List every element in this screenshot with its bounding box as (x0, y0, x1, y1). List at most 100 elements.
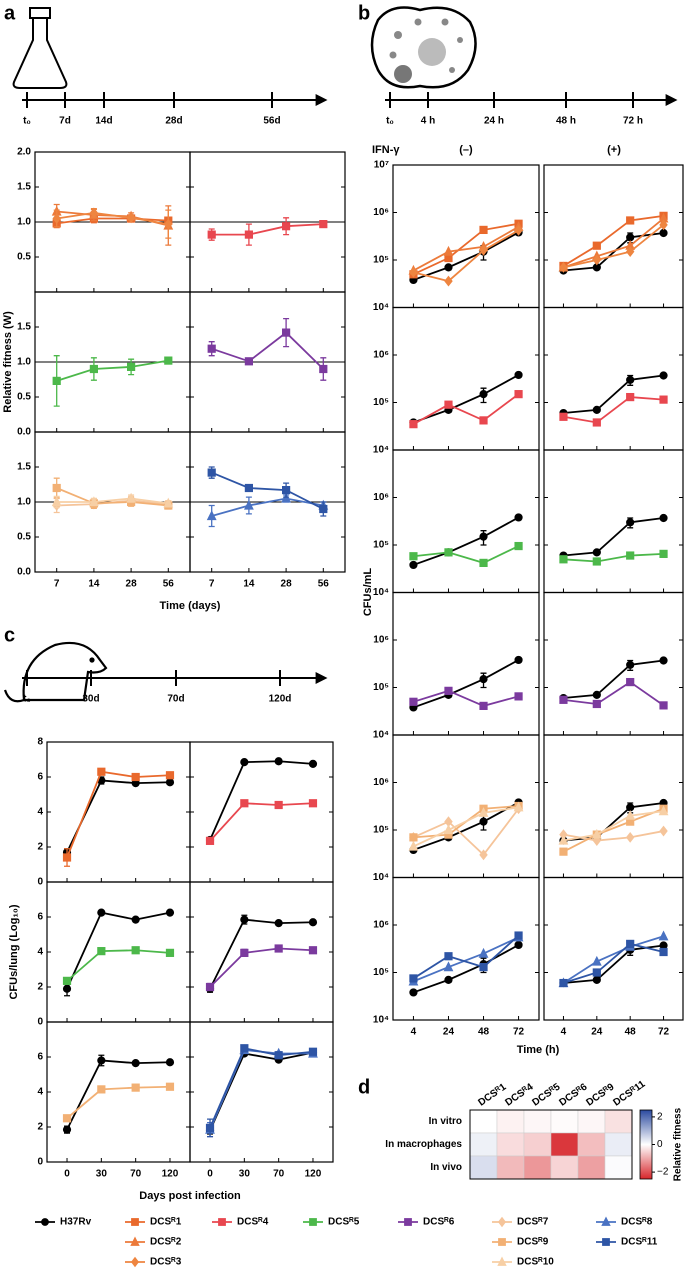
x-tick-label: 30 (96, 1169, 108, 1180)
marker (207, 230, 216, 239)
marker (497, 1216, 507, 1228)
y-tick-label: 0.0 (17, 427, 31, 438)
series-line (413, 222, 519, 276)
x-tick-label: 7 (54, 579, 60, 590)
series-line (562, 214, 664, 267)
timeline-label: 14d (95, 116, 112, 127)
marker (625, 809, 636, 820)
marker (443, 961, 454, 972)
series-line (209, 1047, 314, 1129)
marker (130, 1236, 140, 1246)
marker (131, 915, 140, 924)
y-tick-label: 10⁵ (373, 967, 389, 978)
series-line (211, 471, 324, 510)
marker (479, 849, 488, 861)
series-line (211, 223, 324, 236)
legend-label: DCSᴿ8 (621, 1217, 653, 1228)
y-tick-label: 10⁵ (373, 682, 389, 693)
legend-label: DCSᴿ4 (237, 1217, 269, 1228)
marker (97, 767, 106, 776)
column-label: DCSᴿ5 (530, 1081, 562, 1108)
marker (62, 853, 72, 862)
marker (52, 213, 61, 224)
series-line (563, 942, 664, 984)
marker (409, 266, 418, 278)
marker (626, 551, 635, 560)
marker (131, 946, 140, 955)
marker (514, 224, 523, 236)
marker (131, 1083, 140, 1092)
marker (308, 759, 318, 768)
marker (479, 817, 488, 826)
marker (408, 840, 419, 851)
marker (165, 948, 175, 957)
marker (592, 968, 601, 977)
marker (205, 1123, 215, 1132)
y-axis-label: CFUs/mL (362, 568, 374, 617)
marker (479, 962, 488, 972)
timeline-label: t₀ (386, 116, 394, 127)
timeline-label: 56d (263, 116, 280, 127)
marker (97, 1085, 106, 1094)
marker (659, 219, 668, 231)
heatmap-cell (550, 1109, 579, 1134)
marker (514, 370, 523, 380)
timeline-label: 4 h (421, 116, 435, 127)
panel-label: c (4, 624, 15, 646)
colorbar-tick-label: 2 (657, 1112, 663, 1123)
x-tick-label: 4 (561, 1027, 567, 1038)
marker (274, 944, 283, 953)
marker (479, 416, 488, 425)
marker (126, 492, 137, 503)
timeline-label: 28d (165, 116, 182, 127)
heatmap-cell (550, 1132, 579, 1157)
series-line (66, 949, 171, 982)
marker (626, 518, 635, 527)
marker (559, 695, 568, 704)
series-line (563, 552, 664, 563)
series-line (413, 374, 519, 424)
column-label: DCSᴿ6 (557, 1081, 589, 1108)
y-tick-label: 4 (37, 807, 43, 818)
marker (165, 1082, 175, 1091)
heatmap-cell (496, 1155, 525, 1180)
marker (165, 771, 175, 780)
heatmap-cell (577, 1132, 606, 1157)
heatmap-cell (496, 1109, 525, 1134)
heatmap-frame (469, 1109, 633, 1180)
marker (409, 988, 418, 997)
x-tick-label: 48 (478, 1027, 490, 1038)
marker (131, 772, 140, 782)
marker (274, 919, 283, 928)
timeline-label: 30d (82, 694, 99, 705)
series-line (563, 681, 665, 707)
marker (659, 656, 668, 665)
marker (602, 1238, 610, 1246)
marker (51, 496, 62, 507)
marker (97, 908, 106, 917)
marker (240, 758, 249, 767)
marker (626, 216, 635, 225)
x-tick-label: 72 (513, 1027, 525, 1038)
marker (88, 496, 99, 507)
legend-label: DCSᴿ11 (621, 1237, 658, 1248)
marker (89, 207, 99, 219)
marker (164, 218, 173, 230)
row-label: In macrophages (385, 1139, 462, 1150)
column-label: DCSᴿ9 (584, 1081, 616, 1108)
legend-label: DCSᴿ6 (423, 1217, 455, 1228)
marker (444, 548, 453, 557)
timeline-label: 120d (269, 694, 292, 705)
marker (659, 549, 668, 558)
marker (659, 371, 668, 380)
marker (244, 483, 254, 493)
marker (205, 836, 215, 845)
series-line (66, 779, 171, 853)
series-line (56, 359, 169, 382)
marker (444, 275, 453, 287)
y-tick-label: 10⁴ (373, 302, 389, 313)
x-tick-label: 120 (305, 1169, 322, 1180)
colorbar (639, 1109, 653, 1180)
series-line (211, 497, 324, 517)
marker (592, 548, 601, 557)
